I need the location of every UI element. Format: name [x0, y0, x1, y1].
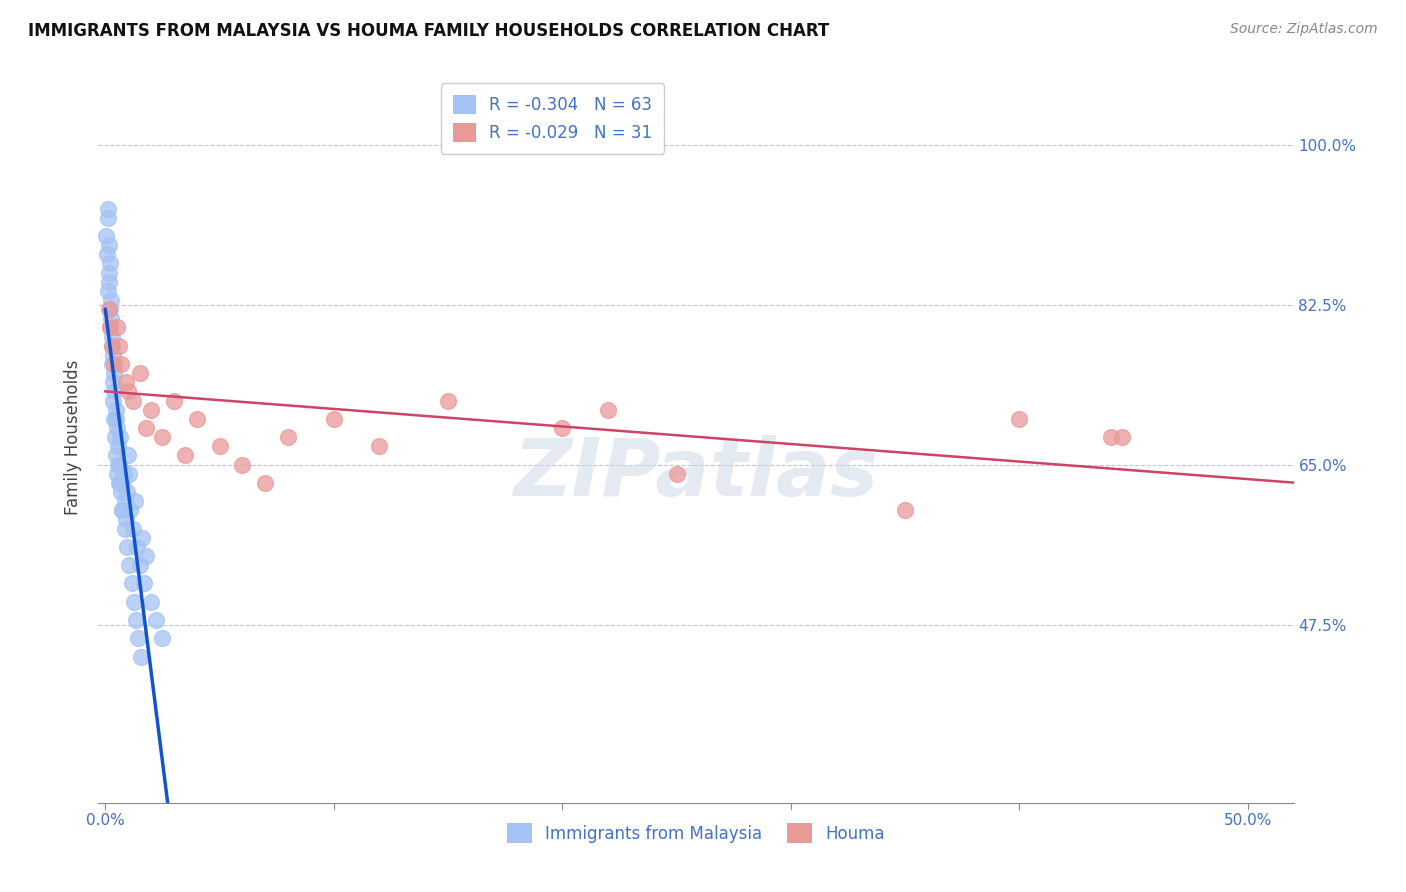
- Point: [118, 558, 141, 573]
- Legend: Immigrants from Malaysia, Houma: Immigrants from Malaysia, Houma: [501, 817, 891, 849]
- Point: [128, 366, 150, 380]
- Point: [108, 430, 131, 444]
- Point: [111, 475, 134, 490]
- Point: [101, 375, 124, 389]
- Point: [101, 357, 124, 371]
- Point: [118, 467, 141, 481]
- Point: [139, 594, 162, 608]
- Point: [1099, 430, 1122, 444]
- Point: [894, 503, 917, 517]
- Point: [105, 467, 128, 481]
- Point: [97, 211, 120, 225]
- Point: [131, 531, 153, 545]
- Point: [103, 384, 125, 399]
- Point: [115, 485, 138, 500]
- Point: [96, 247, 118, 261]
- Point: [174, 448, 197, 462]
- Point: [98, 256, 121, 270]
- Point: [111, 503, 134, 517]
- Point: [100, 311, 122, 326]
- Point: [124, 494, 146, 508]
- Point: [186, 412, 208, 426]
- Point: [134, 576, 156, 591]
- Point: [437, 393, 460, 408]
- Point: [121, 576, 143, 591]
- Point: [368, 439, 391, 453]
- Point: [101, 339, 124, 353]
- Point: [112, 467, 135, 481]
- Point: [114, 521, 136, 535]
- Point: [121, 521, 143, 535]
- Point: [98, 238, 121, 252]
- Point: [208, 439, 231, 453]
- Point: [665, 467, 688, 481]
- Point: [103, 393, 125, 408]
- Point: [139, 402, 162, 417]
- Point: [125, 613, 148, 627]
- Point: [105, 320, 128, 334]
- Point: [100, 293, 122, 307]
- Point: [121, 393, 143, 408]
- Point: [98, 301, 121, 317]
- Point: [277, 430, 299, 444]
- Point: [98, 320, 121, 334]
- Point: [163, 393, 186, 408]
- Point: [103, 348, 125, 362]
- Point: [231, 458, 253, 472]
- Point: [103, 357, 125, 371]
- Point: [115, 540, 138, 554]
- Point: [551, 421, 574, 435]
- Point: [104, 412, 127, 426]
- Point: [110, 357, 132, 371]
- Point: [105, 421, 128, 435]
- Point: [107, 475, 129, 490]
- Point: [117, 448, 139, 462]
- Point: [110, 485, 132, 500]
- Text: IMMIGRANTS FROM MALAYSIA VS HOUMA FAMILY HOUSEHOLDS CORRELATION CHART: IMMIGRANTS FROM MALAYSIA VS HOUMA FAMILY…: [28, 22, 830, 40]
- Text: Source: ZipAtlas.com: Source: ZipAtlas.com: [1230, 22, 1378, 37]
- Point: [128, 558, 150, 573]
- Point: [108, 475, 131, 490]
- Point: [97, 202, 120, 216]
- Point: [122, 594, 145, 608]
- Point: [100, 339, 122, 353]
- Point: [111, 503, 134, 517]
- Point: [97, 301, 120, 317]
- Point: [108, 458, 131, 472]
- Y-axis label: Family Households: Family Households: [65, 359, 83, 515]
- Point: [1111, 430, 1133, 444]
- Point: [96, 228, 118, 243]
- Point: [145, 613, 167, 627]
- Point: [97, 266, 120, 280]
- Point: [103, 366, 125, 380]
- Point: [97, 284, 120, 298]
- Point: [152, 430, 174, 444]
- Point: [108, 339, 131, 353]
- Text: ZIPatlas: ZIPatlas: [513, 434, 879, 513]
- Point: [127, 632, 149, 646]
- Point: [104, 430, 127, 444]
- Point: [129, 649, 152, 664]
- Point: [254, 475, 277, 490]
- Point: [115, 512, 138, 526]
- Point: [97, 275, 120, 289]
- Point: [135, 549, 157, 563]
- Point: [1008, 412, 1031, 426]
- Point: [322, 412, 344, 426]
- Point: [117, 384, 139, 399]
- Point: [135, 421, 157, 435]
- Point: [107, 458, 129, 472]
- Point: [101, 329, 124, 343]
- Point: [103, 412, 125, 426]
- Point: [152, 632, 174, 646]
- Point: [120, 503, 142, 517]
- Point: [104, 402, 127, 417]
- Point: [105, 448, 128, 462]
- Point: [114, 494, 136, 508]
- Point: [107, 439, 129, 453]
- Point: [127, 540, 149, 554]
- Point: [115, 375, 138, 389]
- Point: [596, 402, 619, 417]
- Point: [98, 320, 121, 334]
